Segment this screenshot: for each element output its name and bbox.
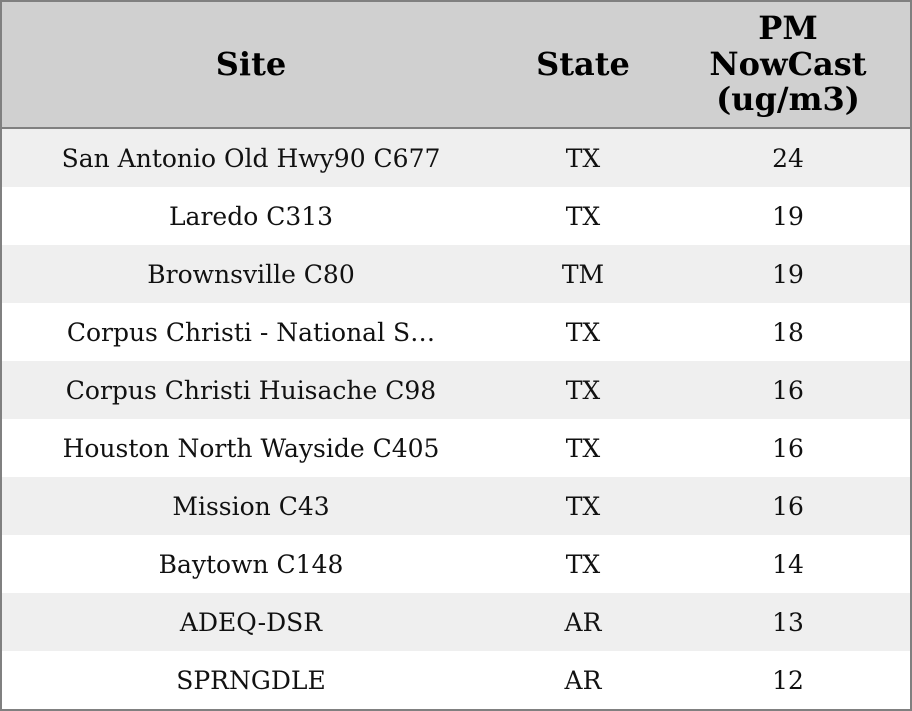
table-row: SPRNGDLE AR 12 (2, 651, 910, 709)
table-row: Corpus Christi - National S… TX 18 (2, 303, 910, 361)
table-row: ADEQ-DSR AR 13 (2, 593, 910, 651)
header-cell: State (500, 2, 666, 129)
table-row: Baytown C148 TX 14 (2, 535, 910, 593)
table-cell: 16 (666, 477, 910, 535)
header-cell: Site (2, 2, 500, 129)
table-cell: 16 (666, 361, 910, 419)
header-row: Site State PM NowCast (ug/m3) (2, 2, 910, 129)
table-cell: 14 (666, 535, 910, 593)
table-cell: 13 (666, 593, 910, 651)
table-cell: Corpus Christi - National S… (2, 303, 500, 361)
table-row: Laredo C313 TX 19 (2, 187, 910, 245)
table-cell: TX (500, 303, 666, 361)
header-text: Site (215, 44, 287, 83)
table-cell: TX (500, 187, 666, 245)
header-text: State (536, 44, 630, 83)
table-cell: Brownsville C80 (2, 245, 500, 303)
table-cell: Mission C43 (2, 477, 500, 535)
table-body: San Antonio Old Hwy90 C677 TX 24 Laredo C31… (2, 128, 910, 709)
table-cell: 19 (666, 245, 910, 303)
table-cell: Baytown C148 (2, 535, 500, 593)
table-cell: Houston North Wayside C405 (2, 419, 500, 477)
table-cell: TX (500, 535, 666, 593)
table-row: Mission C43 TX 16 (2, 477, 910, 535)
table-cell: TM (500, 245, 666, 303)
table-cell: TX (500, 128, 666, 187)
table-row: Brownsville C80 TM 19 (2, 245, 910, 303)
table-cell: AR (500, 593, 666, 651)
header-cell: PM NowCast (ug/m3) (666, 2, 910, 129)
table-cell: 16 (666, 419, 910, 477)
table-cell: ADEQ-DSR (2, 593, 500, 651)
table-row: San Antonio Old Hwy90 C677 TX 24 (2, 128, 910, 187)
table-cell: 12 (666, 651, 910, 709)
table-cell: TX (500, 419, 666, 477)
table-cell: 18 (666, 303, 910, 361)
table-row: Houston North Wayside C405 TX 16 (2, 419, 910, 477)
table-cell: Laredo C313 (2, 187, 500, 245)
table-cell: 24 (666, 128, 910, 187)
table-cell: SPRNGDLE (2, 651, 500, 709)
table-cell: 19 (666, 187, 910, 245)
header-text: PM NowCast (ug/m3) (709, 8, 867, 119)
table-cell: San Antonio Old Hwy90 C677 (2, 128, 500, 187)
table-row: Corpus Christi Huisache C98 TX 16 (2, 361, 910, 419)
table-cell: Corpus Christi Huisache C98 (2, 361, 500, 419)
table-cell: TX (500, 477, 666, 535)
table-cell: TX (500, 361, 666, 419)
table-cell: AR (500, 651, 666, 709)
